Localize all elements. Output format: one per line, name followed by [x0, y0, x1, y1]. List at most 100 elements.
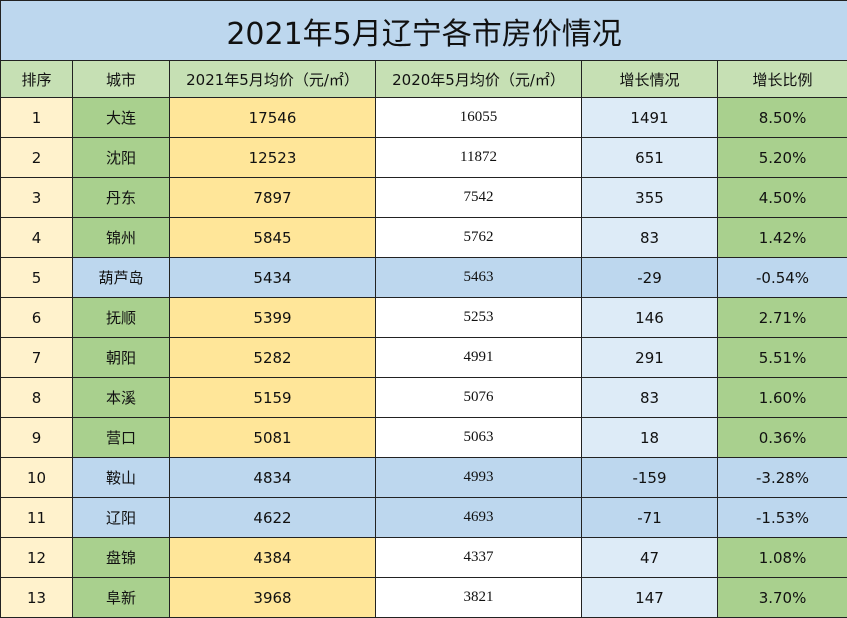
price-2021-cell: 4834 [170, 458, 376, 498]
increase-cell: -159 [582, 458, 718, 498]
rank-cell: 3 [1, 178, 73, 218]
increase-cell: 355 [582, 178, 718, 218]
rank-cell: 2 [1, 138, 73, 178]
price-2020-cell: 4991 [376, 338, 582, 378]
rate-cell: 8.50% [718, 98, 847, 138]
increase-cell: 291 [582, 338, 718, 378]
price-2021-cell: 17546 [170, 98, 376, 138]
rate-cell: 2.71% [718, 298, 847, 338]
increase-cell: 18 [582, 418, 718, 458]
column-header-city: 城市 [73, 61, 170, 98]
price-2021-cell: 12523 [170, 138, 376, 178]
rate-cell: 1.42% [718, 218, 847, 258]
city-cell: 丹东 [73, 178, 170, 218]
rate-cell: -3.28% [718, 458, 847, 498]
price-2021-cell: 5434 [170, 258, 376, 298]
price-2021-cell: 5845 [170, 218, 376, 258]
city-cell: 辽阳 [73, 498, 170, 538]
price-2021-cell: 7897 [170, 178, 376, 218]
price-2020-cell: 5463 [376, 258, 582, 298]
price-2021-cell: 5081 [170, 418, 376, 458]
price-2020-cell: 5253 [376, 298, 582, 338]
column-header-rank: 排序 [1, 61, 73, 98]
price-2020-cell: 3821 [376, 578, 582, 618]
city-cell: 朝阳 [73, 338, 170, 378]
price-2021-cell: 4622 [170, 498, 376, 538]
price-2020-cell: 4337 [376, 538, 582, 578]
price-2020-cell: 5076 [376, 378, 582, 418]
rate-cell: 5.20% [718, 138, 847, 178]
increase-cell: 651 [582, 138, 718, 178]
rate-cell: 3.70% [718, 578, 847, 618]
price-2021-cell: 4384 [170, 538, 376, 578]
price-2020-cell: 11872 [376, 138, 582, 178]
price-2020-cell: 7542 [376, 178, 582, 218]
rank-cell: 13 [1, 578, 73, 618]
city-cell: 盘锦 [73, 538, 170, 578]
price-2021-cell: 5159 [170, 378, 376, 418]
increase-cell: 146 [582, 298, 718, 338]
rank-cell: 7 [1, 338, 73, 378]
rank-cell: 1 [1, 98, 73, 138]
city-cell: 锦州 [73, 218, 170, 258]
rank-cell: 9 [1, 418, 73, 458]
city-cell: 阜新 [73, 578, 170, 618]
rank-cell: 6 [1, 298, 73, 338]
city-cell: 营口 [73, 418, 170, 458]
price-2020-cell: 4693 [376, 498, 582, 538]
rank-cell: 10 [1, 458, 73, 498]
rate-cell: 0.36% [718, 418, 847, 458]
rate-cell: 1.60% [718, 378, 847, 418]
price-2020-cell: 5762 [376, 218, 582, 258]
city-cell: 鞍山 [73, 458, 170, 498]
increase-cell: -29 [582, 258, 718, 298]
rate-cell: 5.51% [718, 338, 847, 378]
price-2021-cell: 5399 [170, 298, 376, 338]
table-title: 2021年5月辽宁各市房价情况 [1, 1, 847, 61]
column-header-price-2020: 2020年5月均价（元/㎡） [376, 61, 582, 98]
city-cell: 抚顺 [73, 298, 170, 338]
price-2021-cell: 5282 [170, 338, 376, 378]
price-2020-cell: 5063 [376, 418, 582, 458]
header-row: 排序 城市 2021年5月均价（元/㎡） 2020年5月均价（元/㎡） 增长情况… [1, 61, 847, 98]
city-cell: 葫芦岛 [73, 258, 170, 298]
rank-cell: 12 [1, 538, 73, 578]
increase-cell: 83 [582, 378, 718, 418]
city-cell: 本溪 [73, 378, 170, 418]
increase-cell: 47 [582, 538, 718, 578]
rank-cell: 5 [1, 258, 73, 298]
increase-cell: 1491 [582, 98, 718, 138]
price-2020-cell: 16055 [376, 98, 582, 138]
city-cell: 大连 [73, 98, 170, 138]
city-cell: 沈阳 [73, 138, 170, 178]
rate-cell: -0.54% [718, 258, 847, 298]
rank-cell: 4 [1, 218, 73, 258]
price-2020-cell: 4993 [376, 458, 582, 498]
increase-cell: -71 [582, 498, 718, 538]
rate-cell: -1.53% [718, 498, 847, 538]
column-header-increase: 增长情况 [582, 61, 718, 98]
rank-cell: 11 [1, 498, 73, 538]
column-header-price-2021: 2021年5月均价（元/㎡） [170, 61, 376, 98]
rank-cell: 8 [1, 378, 73, 418]
column-header-rate: 增长比例 [718, 61, 847, 98]
increase-cell: 83 [582, 218, 718, 258]
rate-cell: 1.08% [718, 538, 847, 578]
rate-cell: 4.50% [718, 178, 847, 218]
increase-cell: 147 [582, 578, 718, 618]
